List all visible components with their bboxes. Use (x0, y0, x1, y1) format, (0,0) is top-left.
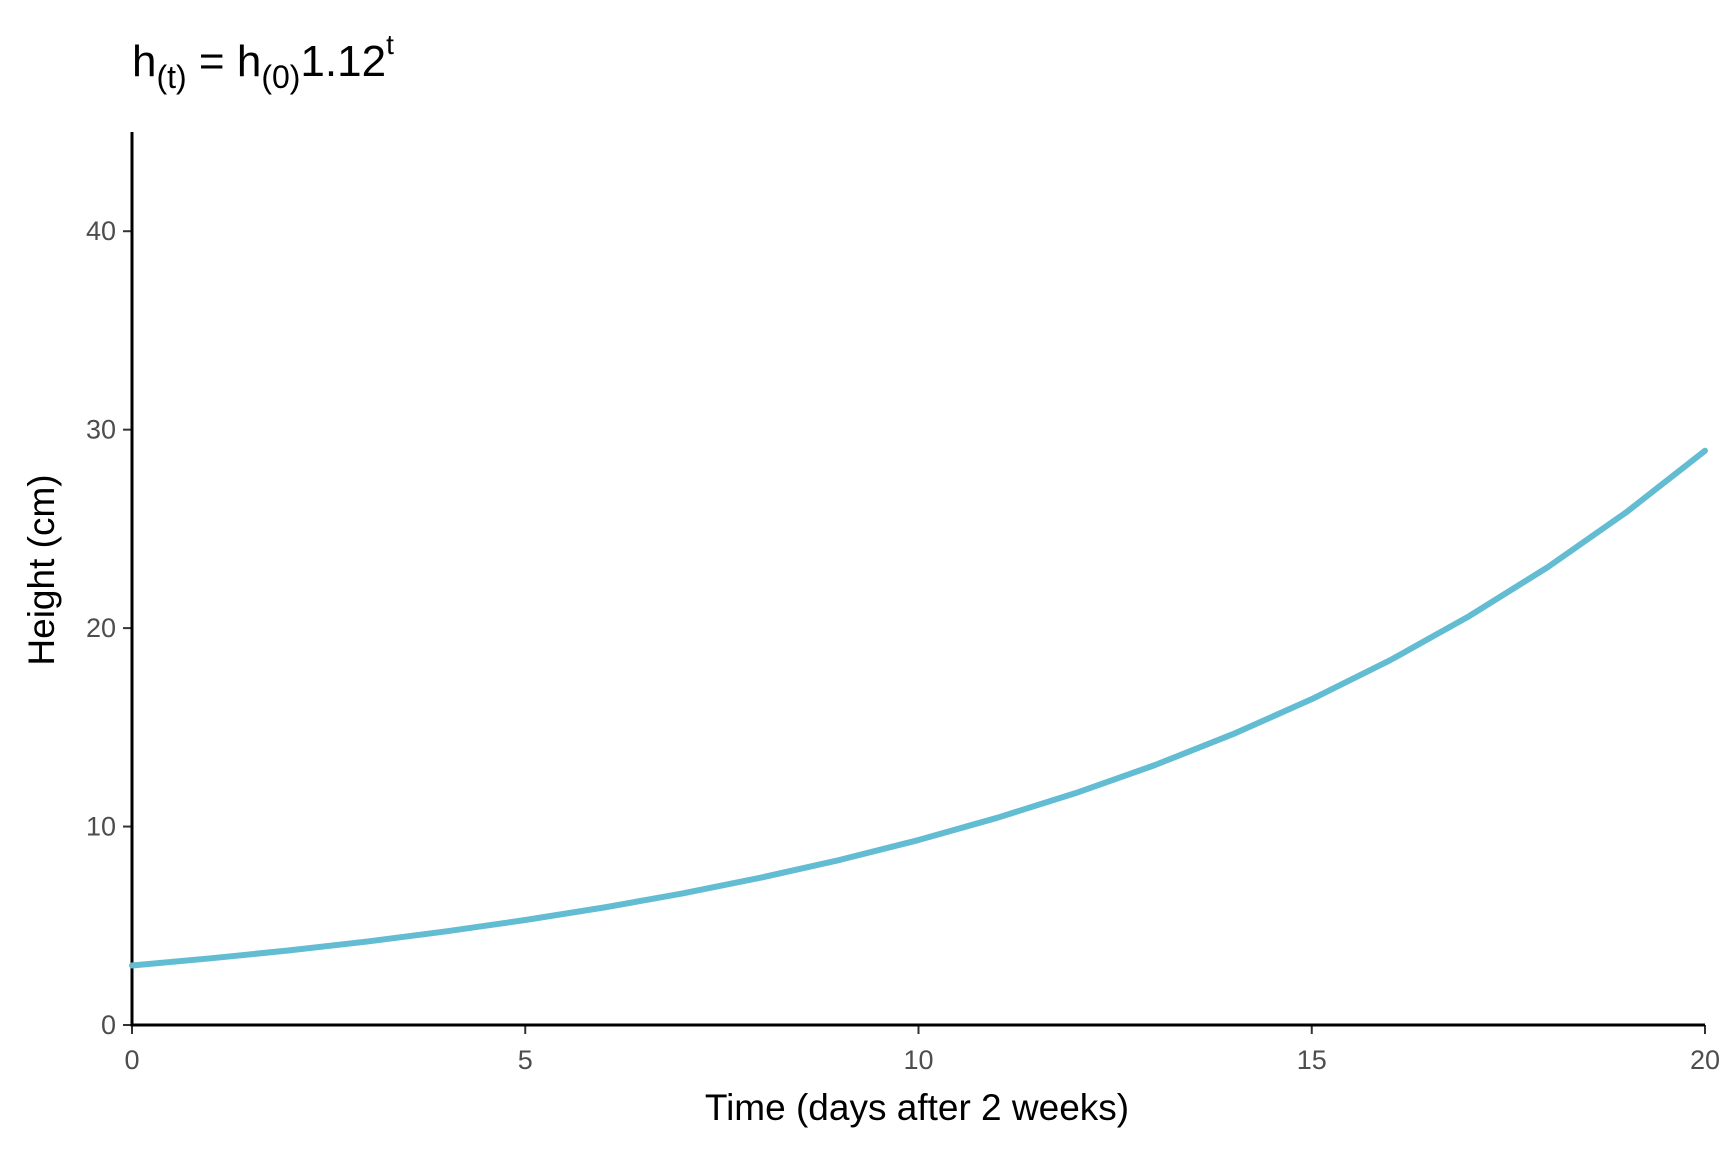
x-axis-title: Time (days after 2 weeks) (705, 1087, 1129, 1128)
y-tick-label: 0 (101, 1010, 116, 1040)
x-tick-label: 20 (1690, 1045, 1720, 1075)
title-subscript-0: (0) (261, 59, 300, 95)
x-tick-label: 10 (903, 1045, 933, 1075)
title-coefficient: 1.12 (300, 37, 386, 86)
x-tick-label: 0 (124, 1045, 139, 1075)
y-tick-label: 30 (86, 415, 116, 445)
x-axis-ticks: 0 5 10 15 20 (124, 1025, 1720, 1075)
y-tick-label: 40 (86, 216, 116, 246)
y-axis-ticks: 0 10 20 30 40 (86, 216, 132, 1040)
title-equals: = h (187, 37, 262, 86)
title-base: h (132, 37, 156, 86)
y-tick-label: 20 (86, 613, 116, 643)
y-tick-label: 10 (86, 812, 116, 842)
y-axis-title: Height (cm) (21, 474, 62, 665)
title-subscript-t: (t) (156, 59, 186, 95)
x-tick-label: 5 (518, 1045, 533, 1075)
title-exponent: t (386, 29, 394, 60)
series-line (129, 447, 1708, 969)
x-tick-label: 15 (1297, 1045, 1327, 1075)
chart-title: h(t) = h(0)1.12t (132, 29, 394, 95)
